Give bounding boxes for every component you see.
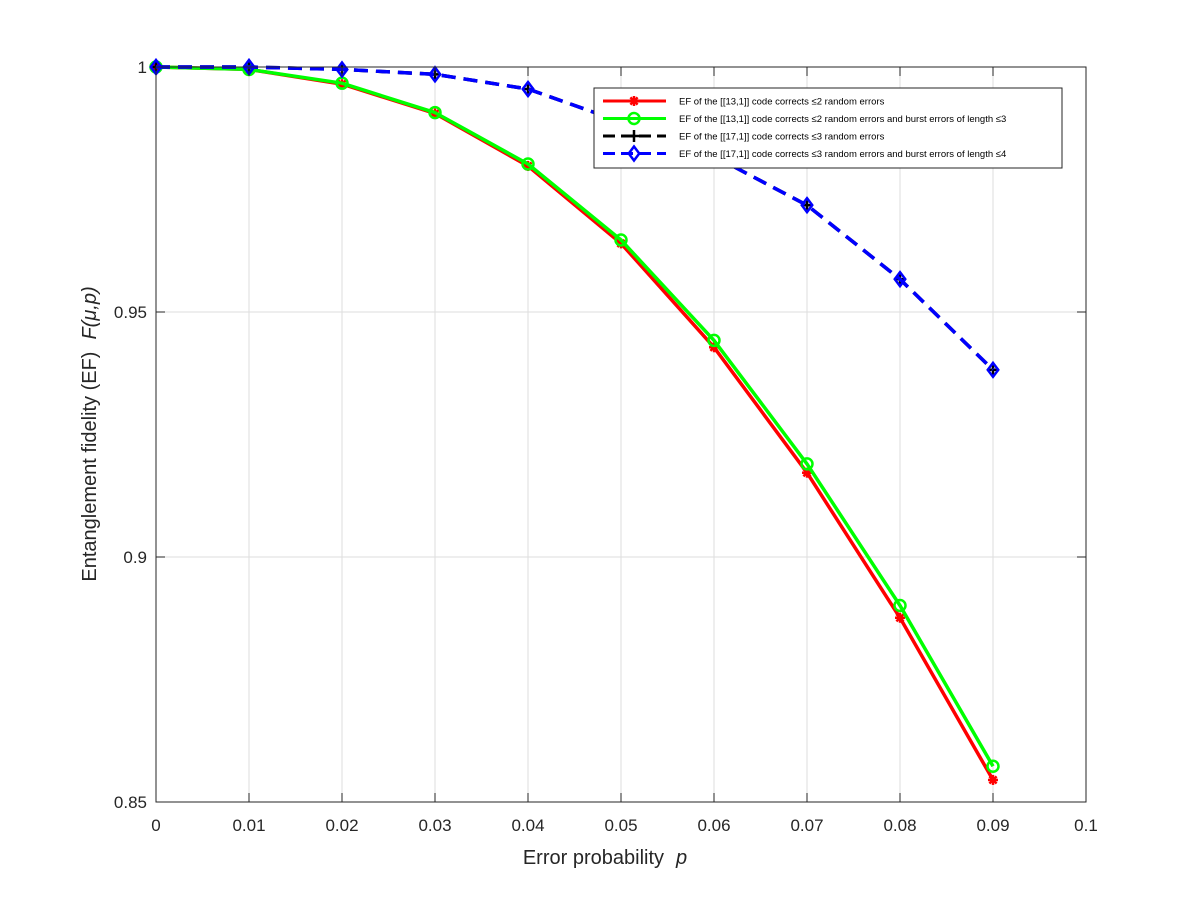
legend-entry-1: EF of the [[13,1]] code corrects ≤2 rand… (603, 96, 885, 108)
y-tick-label: 0.95 (114, 303, 147, 322)
series-2-point (614, 233, 628, 247)
legend-entry-2: EF of the [[13,1]] code corrects ≤2 rand… (603, 111, 1006, 126)
legend-label: EF of the [[17,1]] code corrects ≤3 rand… (679, 132, 885, 143)
x-axis-title: Error probability p (523, 847, 687, 869)
y-tick-label: 0.9 (123, 548, 147, 567)
y-tick-label: 0.85 (114, 793, 147, 812)
series-1-point (988, 774, 998, 785)
legend-label: EF of the [[17,1]] code corrects ≤3 rand… (679, 149, 1006, 160)
legend-swatch-marker (629, 96, 639, 106)
series-2-point (521, 157, 535, 171)
series-2-point (800, 457, 814, 471)
y-tick-label: 1 (138, 58, 147, 77)
legend-entry-4: EF of the [[17,1]] code corrects ≤3 rand… (603, 144, 1006, 163)
legend-box (593, 87, 1063, 169)
series-4-point (800, 196, 814, 215)
x-tick-label: 0.08 (883, 816, 916, 835)
x-tick-label: 0.06 (697, 816, 730, 835)
legend: EF of the [[13,1]] code corrects ≤2 rand… (593, 87, 1063, 169)
legend-entry-3: EF of the [[17,1]] code corrects ≤3 rand… (603, 130, 885, 143)
series-2-point (707, 333, 721, 348)
x-tick-label: 0 (151, 816, 160, 835)
x-tick-label: 0.07 (790, 816, 823, 835)
series-2-point (893, 598, 907, 613)
x-tick-label: 0.02 (325, 816, 358, 835)
legend-label: EF of the [[13,1]] code corrects ≤2 rand… (679, 114, 1006, 125)
series-4-point (986, 360, 1000, 379)
series-4-point (893, 270, 907, 289)
series-2-point (986, 759, 1000, 773)
legend-label: EF of the [[13,1]] code corrects ≤2 rand… (679, 97, 885, 108)
series-4-point (428, 65, 442, 84)
series-line-2 (155, 65, 995, 768)
x-tick-label: 0.04 (511, 816, 544, 835)
legend-swatch-marker (627, 111, 641, 126)
tick-labels: 0 0.01 0.02 0.03 0.04 0.05 0.06 0.07 0.08 0.09 0.1… (114, 58, 1098, 835)
legend-swatch-marker (628, 130, 640, 142)
legend-swatch-marker (627, 144, 641, 163)
y-axis-title: Entanglement fidelity (EF)F(μ,p) (79, 286, 101, 581)
series-4-point (521, 79, 535, 99)
series-2-point (428, 105, 442, 120)
x-tick-label: 0.1 (1074, 816, 1098, 835)
axis-ticks (155, 66, 1087, 803)
x-tick-label: 0.01 (232, 816, 265, 835)
x-tick-label: 0.09 (976, 816, 1009, 835)
x-tick-label: 0.03 (418, 816, 451, 835)
series-line-4 (156, 65, 995, 372)
x-tick-label: 0.05 (604, 816, 637, 835)
series-1-point (895, 612, 905, 623)
